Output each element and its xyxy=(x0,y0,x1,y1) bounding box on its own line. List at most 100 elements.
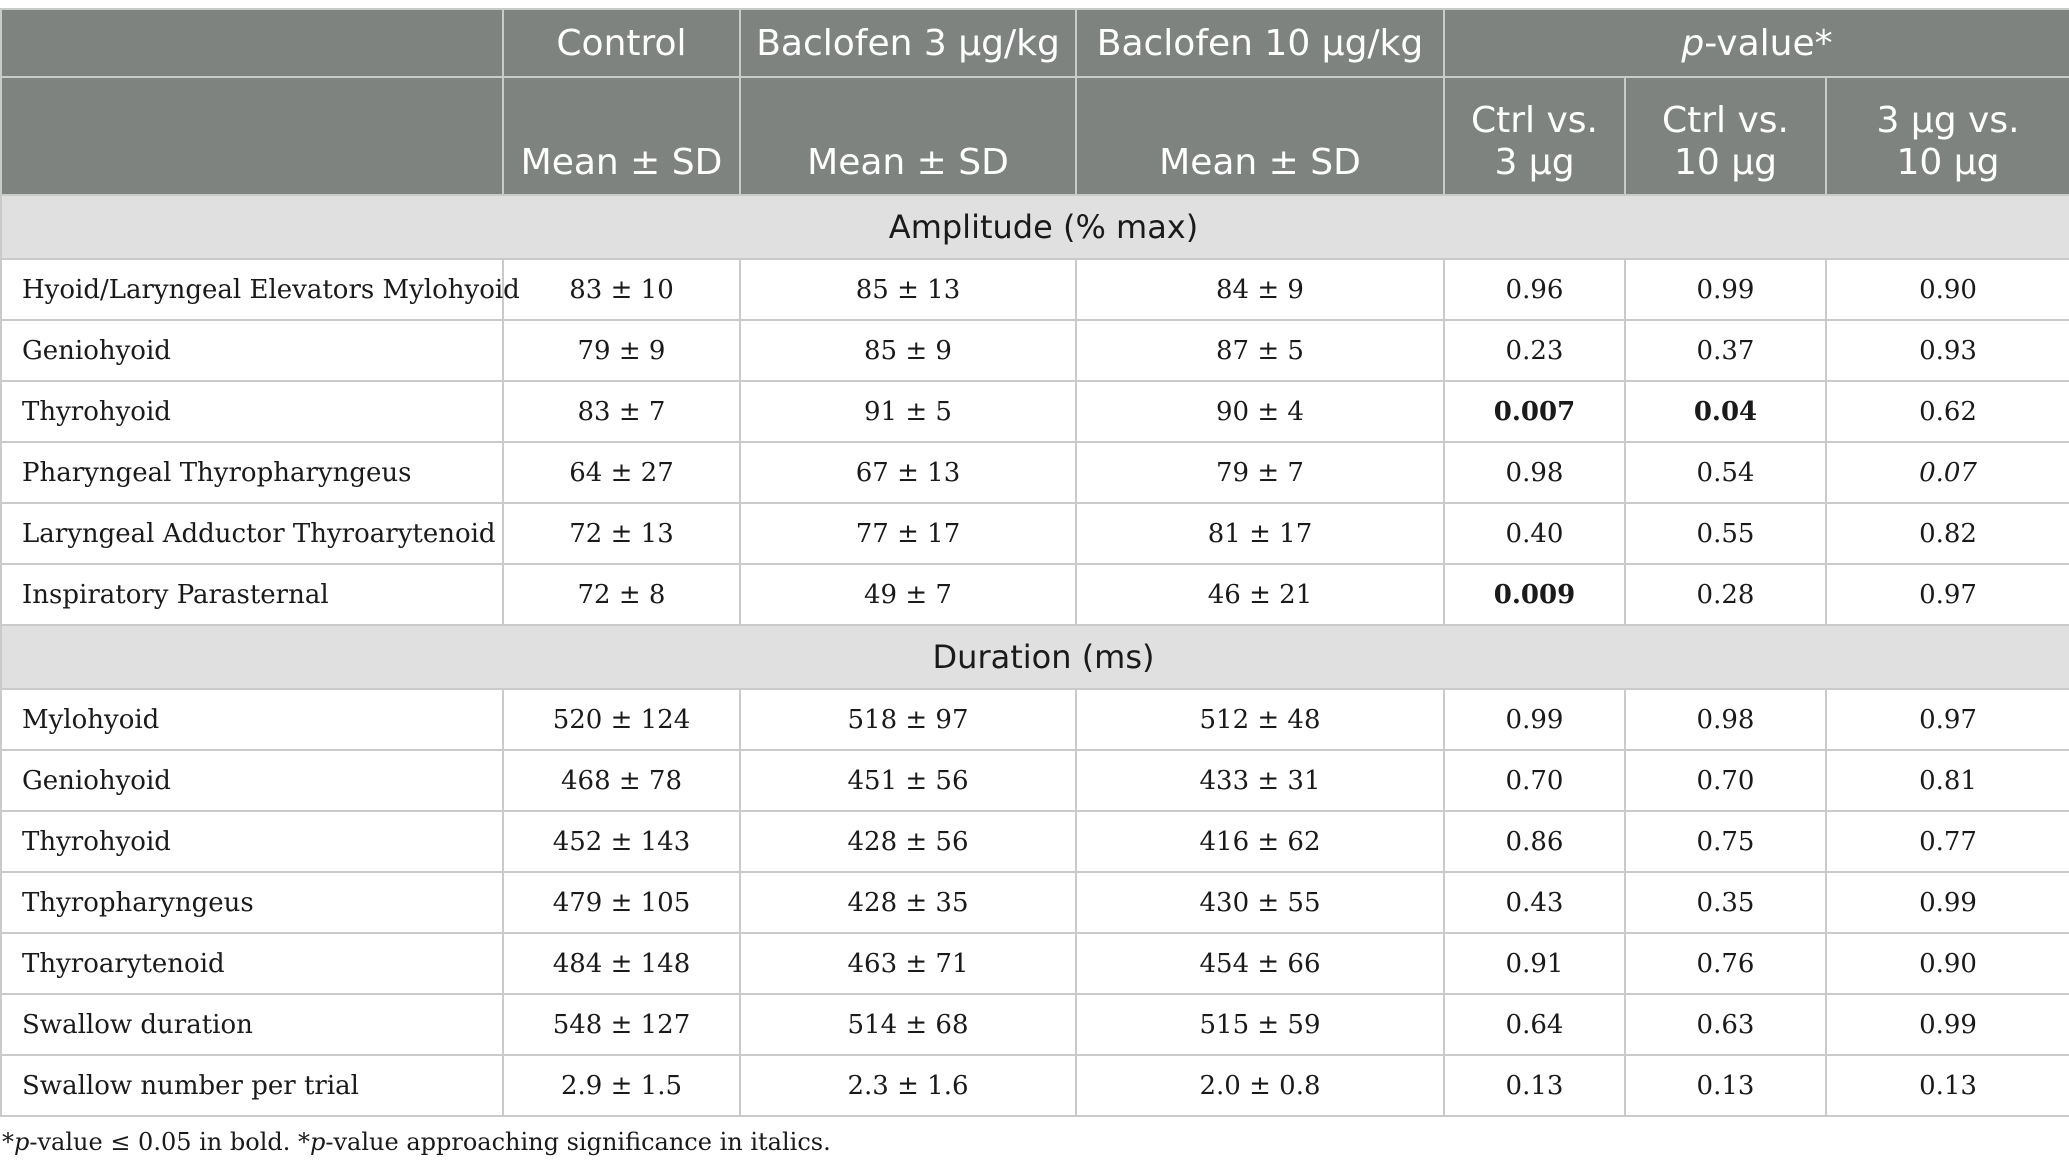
control-value: 452 ± 143 xyxy=(502,810,741,873)
footnote-p-italic-1: p xyxy=(14,1128,30,1156)
header-ctrl-vs-10-line2: 10 μg xyxy=(1673,142,1777,183)
control-value: 83 ± 7 xyxy=(502,380,741,443)
b10-value: 454 ± 66 xyxy=(1075,932,1445,995)
header-mean-sd-b10: Mean ± SD xyxy=(1075,76,1445,196)
b3-value: 49 ± 7 xyxy=(739,563,1077,626)
p-ctrl-vs-3: 0.99 xyxy=(1443,688,1626,751)
table-row: Thyrohyoid 83 ± 7 91 ± 5 90 ± 4 0.007 0.… xyxy=(0,380,2069,443)
p-ctrl-vs-10: 0.54 xyxy=(1624,441,1827,504)
header-3-vs-10-line2: 10 μg xyxy=(1896,142,2000,183)
row-label: Swallow duration xyxy=(0,993,504,1056)
header-baclofen-10: Baclofen 10 μg/kg xyxy=(1075,8,1445,78)
row-label: Thyrohyoid xyxy=(0,380,504,443)
table-footnote: *p-value ≤ 0.05 in bold. *p-value approa… xyxy=(2,1128,831,1156)
control-value: 72 ± 13 xyxy=(502,502,741,565)
table-row: Laryngeal Adductor Thyroarytenoid 72 ± 1… xyxy=(0,502,2069,565)
p-3-vs-10: 0.62 xyxy=(1824,380,2069,443)
header-baclofen-3: Baclofen 3 μg/kg xyxy=(739,8,1077,78)
p-3-vs-10: 0.93 xyxy=(1824,319,2069,382)
control-value: 548 ± 127 xyxy=(502,993,741,1056)
p-3-vs-10: 0.77 xyxy=(1824,810,2069,873)
control-value: 479 ± 105 xyxy=(502,871,741,934)
table-row: Geniohyoid 468 ± 78 451 ± 56 433 ± 31 0.… xyxy=(0,749,2069,812)
b10-value: 87 ± 5 xyxy=(1075,319,1445,382)
p-ctrl-vs-3-significant: 0.007 xyxy=(1443,380,1626,443)
p-3-vs-10: 0.99 xyxy=(1824,993,2069,1056)
b10-value: 2.0 ± 0.8 xyxy=(1075,1054,1445,1117)
b3-value: 428 ± 35 xyxy=(739,871,1077,934)
p-ctrl-vs-10: 0.37 xyxy=(1624,319,1827,382)
p-ctrl-vs-3: 0.64 xyxy=(1443,993,1626,1056)
b10-value: 84 ± 9 xyxy=(1075,258,1445,321)
b10-value: 433 ± 31 xyxy=(1075,749,1445,812)
header-row-2: Mean ± SD Mean ± SD Mean ± SD Ctrl vs. 3 … xyxy=(0,76,2069,196)
p-ctrl-vs-3: 0.40 xyxy=(1443,502,1626,565)
b10-value: 81 ± 17 xyxy=(1075,502,1445,565)
p-ctrl-vs-3: 0.70 xyxy=(1443,749,1626,812)
header-mean-sd-b3: Mean ± SD xyxy=(739,76,1077,196)
p-ctrl-vs-3: 0.13 xyxy=(1443,1054,1626,1117)
table-row: Thyrohyoid 452 ± 143 428 ± 56 416 ± 62 0… xyxy=(0,810,2069,873)
table-row: Mylohyoid 520 ± 124 518 ± 97 512 ± 48 0.… xyxy=(0,688,2069,751)
control-value: 64 ± 27 xyxy=(502,441,741,504)
p-3-vs-10: 0.82 xyxy=(1824,502,2069,565)
p-ctrl-vs-10: 0.76 xyxy=(1624,932,1827,995)
footnote-star: * xyxy=(2,1128,14,1156)
b3-value: 91 ± 5 xyxy=(739,380,1077,443)
control-value: 83 ± 10 xyxy=(502,258,741,321)
row-label: Thyropharyngeus xyxy=(0,871,504,934)
table-row: Inspiratory Parasternal 72 ± 8 49 ± 7 46… xyxy=(0,563,2069,626)
header-control: Control xyxy=(502,8,741,78)
footnote-p-italic-2: p xyxy=(310,1128,326,1156)
b3-value: 463 ± 71 xyxy=(739,932,1077,995)
p-ctrl-vs-3: 0.91 xyxy=(1443,932,1626,995)
b3-value: 2.3 ± 1.6 xyxy=(739,1054,1077,1117)
header-p-value: p-value* xyxy=(1442,8,2069,78)
b3-value: 428 ± 56 xyxy=(739,810,1077,873)
header-ctrl-vs-10: Ctrl vs. 10 μg xyxy=(1624,76,1827,196)
footnote-text-1: -value ≤ 0.05 in bold. * xyxy=(29,1128,310,1156)
p-ctrl-vs-10: 0.35 xyxy=(1624,871,1827,934)
table-row: Swallow number per trial 2.9 ± 1.5 2.3 ±… xyxy=(0,1054,2069,1117)
p-ctrl-vs-10: 0.55 xyxy=(1624,502,1827,565)
p-ctrl-vs-3: 0.98 xyxy=(1443,441,1626,504)
b3-value: 85 ± 13 xyxy=(739,258,1077,321)
control-value: 520 ± 124 xyxy=(502,688,741,751)
p-3-vs-10-approaching: 0.07 xyxy=(1824,441,2069,504)
section-title: Duration (ms) xyxy=(0,624,2069,690)
row-label: Geniohyoid xyxy=(0,749,504,812)
b3-value: 514 ± 68 xyxy=(739,993,1077,1056)
header-3-vs-10-line1: 3 μg vs. xyxy=(1876,100,2020,141)
row-label: Hyoid/Laryngeal Elevators Mylohyoid xyxy=(0,258,520,321)
header-ctrl-vs-3: Ctrl vs. 3 μg xyxy=(1443,76,1626,196)
p-3-vs-10: 0.97 xyxy=(1824,563,2069,626)
p-ctrl-vs-10-significant: 0.04 xyxy=(1624,380,1827,443)
b3-value: 85 ± 9 xyxy=(739,319,1077,382)
section-title: Amplitude (% max) xyxy=(0,194,2069,260)
b10-value: 79 ± 7 xyxy=(1075,441,1445,504)
b3-value: 77 ± 17 xyxy=(739,502,1077,565)
p-3-vs-10: 0.99 xyxy=(1824,871,2069,934)
p-ctrl-vs-3: 0.43 xyxy=(1443,871,1626,934)
header-ctrl-vs-10-line1: Ctrl vs. xyxy=(1661,100,1789,141)
p-ctrl-vs-3: 0.86 xyxy=(1443,810,1626,873)
b10-value: 512 ± 48 xyxy=(1075,688,1445,751)
p-ctrl-vs-10: 0.75 xyxy=(1624,810,1827,873)
footnote-text-2: -value approaching significance in itali… xyxy=(325,1128,831,1156)
b10-value: 46 ± 21 xyxy=(1075,563,1445,626)
p-3-vs-10: 0.90 xyxy=(1824,932,2069,995)
p-ctrl-vs-10: 0.63 xyxy=(1624,993,1827,1056)
table-body: Amplitude (% max) Hyoid/Laryngeal Elevat… xyxy=(0,194,2069,1117)
b10-value: 430 ± 55 xyxy=(1075,871,1445,934)
p-3-vs-10: 0.97 xyxy=(1824,688,2069,751)
control-value: 79 ± 9 xyxy=(502,319,741,382)
p-ctrl-vs-10: 0.98 xyxy=(1624,688,1827,751)
table-row: Geniohyoid 79 ± 9 85 ± 9 87 ± 5 0.23 0.3… xyxy=(0,319,2069,382)
table-row: Pharyngeal Thyropharyngeus 64 ± 27 67 ± … xyxy=(0,441,2069,504)
control-value: 484 ± 148 xyxy=(502,932,741,995)
row-label: Thyroarytenoid xyxy=(0,932,504,995)
p-3-vs-10: 0.81 xyxy=(1824,749,2069,812)
header-3-vs-10: 3 μg vs. 10 μg xyxy=(1824,76,2069,196)
control-value: 468 ± 78 xyxy=(502,749,741,812)
p-3-vs-10: 0.90 xyxy=(1824,258,2069,321)
